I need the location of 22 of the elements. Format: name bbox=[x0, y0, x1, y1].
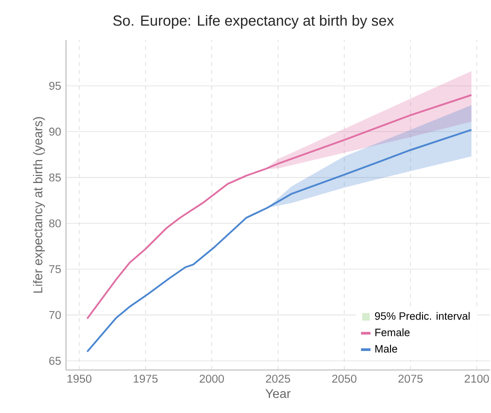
line-series bbox=[86, 94, 472, 320]
y-tick-label: 85 bbox=[49, 173, 61, 182]
legend-label: Female bbox=[375, 328, 410, 336]
x-tick-label: 1975 bbox=[134, 374, 158, 383]
y-tick-label: 75 bbox=[49, 265, 61, 274]
x-tick-label: 1950 bbox=[68, 374, 92, 383]
y-tick-label: 95 bbox=[49, 82, 61, 90]
x-tick-label: 2000 bbox=[200, 374, 224, 383]
legend-label: Male bbox=[375, 344, 398, 353]
legend-label: 95% Predic. interval bbox=[375, 312, 470, 320]
x-tick-label: 2050 bbox=[332, 374, 356, 383]
x-tick-label: 2100 bbox=[464, 374, 489, 383]
chart-title: So. Europe: Life expectancy at birth by sex bbox=[113, 15, 394, 29]
x-tick-label: 2075 bbox=[398, 374, 423, 383]
y-tick-label: 70 bbox=[49, 310, 61, 320]
y-axis-title: Lifer expectancy at birth (years) bbox=[33, 117, 45, 293]
y-tick-label: 90 bbox=[49, 128, 61, 136]
x-tick-label: 2025 bbox=[266, 374, 290, 383]
y-tick-label: 65 bbox=[49, 356, 61, 365]
y-tick-label: 80 bbox=[49, 219, 61, 228]
line-series bbox=[86, 128, 472, 353]
x-axis-title: Year bbox=[265, 389, 291, 398]
